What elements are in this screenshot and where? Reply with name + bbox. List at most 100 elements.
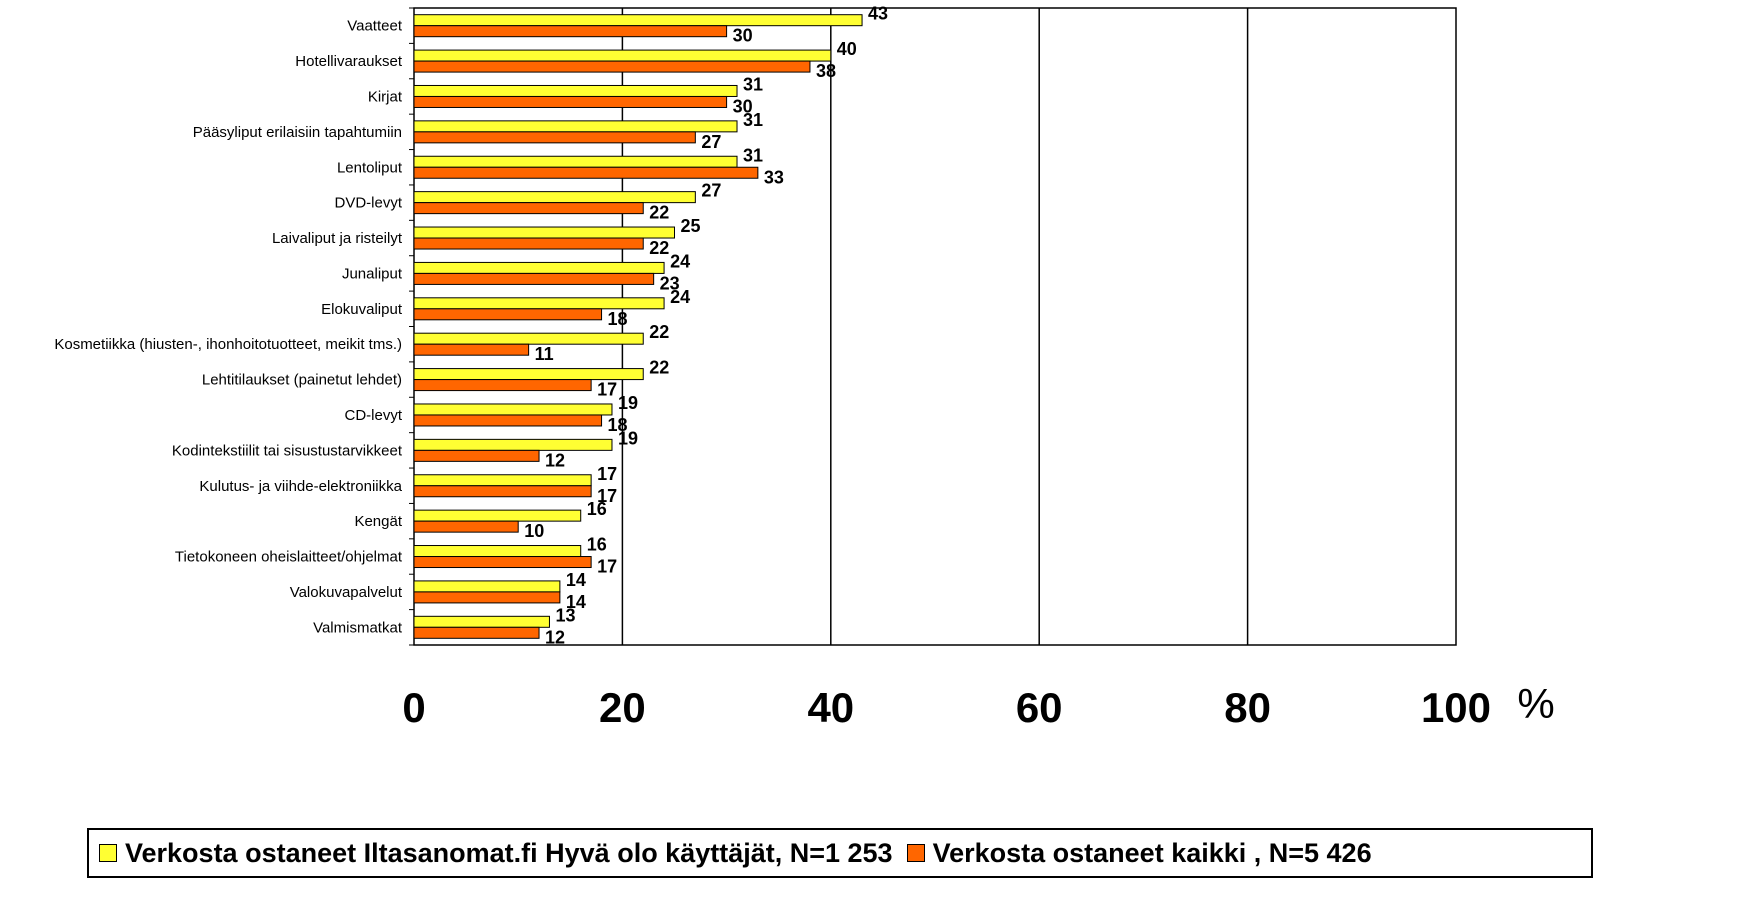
bar-series-2 <box>413 237 644 250</box>
category-label: Tietokoneen oheislaitteet/ohjelmat <box>175 549 403 566</box>
plot-area <box>413 7 1457 646</box>
bar-series-1 <box>413 49 832 62</box>
x-tick-label: 60 <box>1016 684 1063 731</box>
bar-series-2 <box>413 95 728 108</box>
data-label-series-2: 12 <box>545 450 565 470</box>
data-label-series-2: 22 <box>649 203 669 223</box>
category-label: Valmismatkat <box>313 619 403 636</box>
category-label: Kodintekstiilit tai sisustustarvikkeet <box>172 442 403 459</box>
data-label-series-2: 17 <box>597 380 617 400</box>
bar-series-1 <box>413 403 613 416</box>
data-label-series-1: 40 <box>837 39 857 59</box>
category-label: Lehtitilaukset (painetut lehdet) <box>202 372 402 389</box>
data-label-series-1: 22 <box>649 358 669 378</box>
bar-series-1 <box>413 509 582 522</box>
category-label: CD-levyt <box>344 407 402 424</box>
bar-series-2 <box>413 308 603 321</box>
data-label-series-2: 10 <box>524 521 544 541</box>
category-label: Kengät <box>354 513 402 530</box>
category-label: Laivaliput ja risteilyt <box>272 230 403 247</box>
category-label: Lentoliput <box>337 159 403 176</box>
bar-series-1 <box>413 191 696 204</box>
data-label-series-1: 17 <box>597 464 617 484</box>
bar-series-1 <box>413 545 582 558</box>
data-label-series-2: 33 <box>764 167 784 187</box>
data-label-series-2: 18 <box>608 309 628 329</box>
category-label: Kosmetiikka (hiusten-, ihonhoitotuotteet… <box>54 336 402 353</box>
data-label-series-1: 13 <box>555 605 575 625</box>
legend-swatch-series-2 <box>906 844 925 862</box>
data-label-series-2: 14 <box>566 592 586 612</box>
data-label-series-2: 12 <box>545 627 565 647</box>
data-label-series-2: 17 <box>597 486 617 506</box>
data-label-series-2: 18 <box>608 415 628 435</box>
legend-entry-series-2: Verkosta ostaneet kaikki , N=5 426 <box>906 837 1372 869</box>
legend-swatch-series-1 <box>99 844 117 862</box>
data-label-series-2: 38 <box>816 61 836 81</box>
x-axis-unit: % <box>1517 680 1554 727</box>
legend-label-series-2: Verkosta ostaneet kaikki , N=5 426 <box>932 837 1372 868</box>
bar-series-1 <box>413 580 561 593</box>
data-label-series-2: 11 <box>535 344 554 364</box>
bar-series-2 <box>413 626 540 639</box>
bar-series-1 <box>413 474 592 487</box>
x-tick-label: 80 <box>1224 684 1271 731</box>
bar-series-1 <box>413 120 738 133</box>
bar-series-1 <box>413 155 738 168</box>
data-label-series-2: 30 <box>733 26 753 46</box>
category-label: DVD-levyt <box>334 195 402 212</box>
bar-series-2 <box>413 25 728 38</box>
bar-series-2 <box>413 485 592 498</box>
data-label-series-1: 43 <box>868 4 888 24</box>
bar-series-2 <box>413 414 603 427</box>
bar-series-2 <box>413 449 540 462</box>
x-tick-label: 40 <box>807 684 854 731</box>
category-label: Hotellivaraukset <box>295 53 403 70</box>
bar-series-2 <box>413 343 530 356</box>
x-tick-label: 20 <box>599 684 646 731</box>
data-label-series-1: 31 <box>743 110 763 130</box>
bar-series-1 <box>413 226 675 239</box>
category-label: Elokuvaliput <box>321 301 403 318</box>
legend-entry-series-1: Verkosta ostaneet Iltasanomat.fi Hyvä ol… <box>99 838 893 869</box>
category-label: Pääsyliput erilaisiin tapahtumiin <box>193 124 402 141</box>
category-label: Kirjat <box>368 88 403 105</box>
bar-series-2 <box>413 379 592 392</box>
bar-series-2 <box>413 202 644 215</box>
category-label: Valokuvapalvelut <box>290 584 403 601</box>
bar-chart: Vaatteet4330Hotellivaraukset4038Kirjat31… <box>54 4 1554 731</box>
data-label-series-1: 16 <box>587 499 607 519</box>
data-label-series-1: 19 <box>618 428 638 448</box>
bar-series-2 <box>413 60 811 73</box>
data-label-series-1: 16 <box>587 535 607 555</box>
bar-series-2 <box>413 131 696 144</box>
x-tick-label: 0 <box>402 684 425 731</box>
bar-series-1 <box>413 368 644 381</box>
bar-series-1 <box>413 615 550 628</box>
bar-series-1 <box>413 332 644 345</box>
data-label-series-2: 22 <box>649 238 669 258</box>
bar-series-1 <box>413 14 863 27</box>
category-label: Kulutus- ja viihde-elektroniikka <box>199 478 402 495</box>
data-label-series-2: 27 <box>701 132 721 152</box>
bar-series-1 <box>413 261 665 274</box>
data-label-series-2: 23 <box>660 273 680 293</box>
bar-series-2 <box>413 272 655 285</box>
data-label-series-2: 30 <box>733 96 753 116</box>
x-tick-label: 100 <box>1421 684 1491 731</box>
category-label: Junaliput <box>342 265 403 282</box>
bar-series-2 <box>413 520 519 533</box>
bar-series-2 <box>413 166 759 179</box>
data-label-series-1: 24 <box>670 287 690 307</box>
bar-series-2 <box>413 591 561 604</box>
category-label: Vaatteet <box>347 18 403 35</box>
bar-series-1 <box>413 438 613 451</box>
data-label-series-1: 31 <box>743 145 763 165</box>
bar-series-2 <box>413 556 592 569</box>
bar-series-1 <box>413 297 665 310</box>
data-label-series-1: 19 <box>618 393 638 413</box>
data-label-series-1: 22 <box>649 322 669 342</box>
bar-series-1 <box>413 84 738 97</box>
legend: Verkosta ostaneet Iltasanomat.fi Hyvä ol… <box>87 828 1593 878</box>
data-label-series-1: 14 <box>566 570 586 590</box>
